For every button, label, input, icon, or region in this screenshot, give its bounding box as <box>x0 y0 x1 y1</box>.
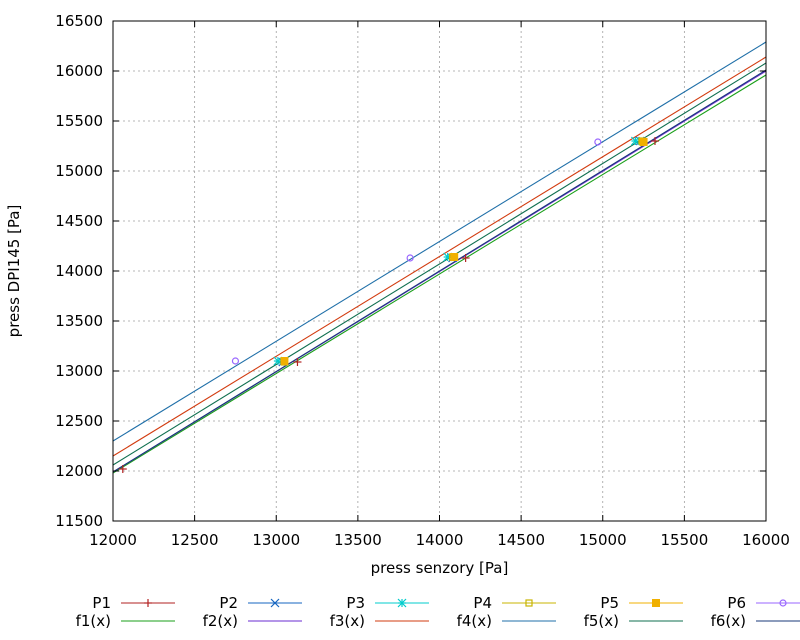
y-tick-label: 12500 <box>55 412 103 430</box>
data-point-p6 <box>594 138 602 146</box>
y-tick-label: 13000 <box>55 362 103 380</box>
data-point-p6 <box>406 254 414 262</box>
x-tick-label: 14000 <box>416 531 464 549</box>
legend-label-P3: P3 <box>346 594 365 612</box>
data-point-p1 <box>118 465 127 473</box>
x-tick-label: 14500 <box>497 531 545 549</box>
legend-label-f2x: f2(x) <box>203 612 238 630</box>
data-point-p6 <box>231 357 240 365</box>
legend-marker-p2 <box>270 598 280 608</box>
y-tick-label: 15500 <box>55 112 103 130</box>
legend-label-f4x: f4(x) <box>457 612 492 630</box>
data-point-p3 <box>630 136 640 146</box>
y-axis-ticks: 11500 12000 12500 13000 13500 14000 14500 15000… <box>55 12 766 530</box>
y-tick-label: 14000 <box>55 262 103 280</box>
x-tick-label: 12500 <box>171 531 219 549</box>
data-point-p1 <box>293 358 302 366</box>
series-line-f1x <box>112 74 767 474</box>
series-line-f6x <box>112 69 767 473</box>
x-tick-label: 15000 <box>579 531 627 549</box>
legend-label-P6: P6 <box>727 594 746 612</box>
x-tick-label: 13500 <box>334 531 382 549</box>
legend-label-f6x: f6(x) <box>711 612 746 630</box>
legend-marker-p3 <box>397 598 407 608</box>
legend-marker-p6 <box>779 599 787 607</box>
legend-label-P5: P5 <box>600 594 619 612</box>
data-point-p5 <box>639 138 648 146</box>
y-tick-label: 13500 <box>55 312 103 330</box>
legend-marker-p5 <box>652 599 660 607</box>
data-point-p1 <box>461 254 470 262</box>
legend: P1 P2 P3 P4 P5 P6 f1(x) f2(x) f3(x) f4(x) f5(x) f6(… <box>76 594 800 630</box>
y-tick-label: 11500 <box>55 512 103 530</box>
y-tick-label: 15000 <box>55 162 103 180</box>
legend-label-f3x: f3(x) <box>330 612 365 630</box>
x-axis-label: press senzory [Pa] <box>371 559 509 577</box>
x-axis-ticks: 12000 12500 13000 13500 14000 14500 15000 15500… <box>89 21 790 549</box>
x-tick-label: 13000 <box>252 531 300 549</box>
legend-marker-p4 <box>525 599 533 607</box>
legend-marker-p1 <box>144 599 152 607</box>
series-line-f3x <box>112 56 767 457</box>
data-point-p5 <box>280 357 289 365</box>
y-tick-label: 14500 <box>55 212 103 230</box>
x-tick-label: 15500 <box>661 531 709 549</box>
legend-label-P2: P2 <box>219 594 238 612</box>
legend-label-f5x: f5(x) <box>584 612 619 630</box>
series-line-f4x <box>112 41 767 442</box>
x-tick-label: 12000 <box>89 531 137 549</box>
legend-label-P1: P1 <box>92 594 111 612</box>
y-axis-label: press DPI145 [Pa] <box>5 205 23 338</box>
data-point-p5 <box>450 253 459 261</box>
y-tick-label: 16000 <box>55 62 103 80</box>
legend-label-P4: P4 <box>473 594 492 612</box>
data-point-p1 <box>650 137 659 145</box>
series-points <box>118 136 659 473</box>
y-tick-label: 16500 <box>55 12 103 30</box>
legend-label-f1x: f1(x) <box>76 612 111 630</box>
x-tick-label: 16000 <box>742 531 790 549</box>
y-tick-label: 12000 <box>55 462 103 480</box>
series-line-f5x <box>112 62 767 466</box>
